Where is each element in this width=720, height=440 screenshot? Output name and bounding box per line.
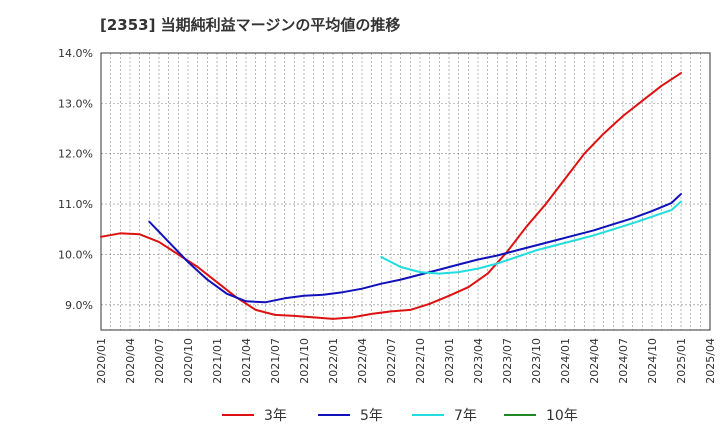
y-tick-label: 12.0% <box>58 148 93 161</box>
x-tick-label: 2023/01 <box>443 338 456 384</box>
x-tick-label: 2022/01 <box>327 338 340 384</box>
x-tick-label: 2021/01 <box>211 338 224 384</box>
x-tick-label: 2024/01 <box>559 338 572 384</box>
y-tick-label: 10.0% <box>58 248 93 261</box>
x-tick-label: 2021/07 <box>269 338 282 384</box>
legend-label: 7年 <box>454 408 477 424</box>
x-tick-label: 2025/01 <box>675 338 688 384</box>
legend-item: 10年 <box>504 403 578 427</box>
x-tick-label: 2025/04 <box>704 338 717 384</box>
x-tick-label: 2023/04 <box>472 338 485 384</box>
x-tick-label: 2021/10 <box>298 338 311 384</box>
x-tick-label: 2024/10 <box>646 338 659 384</box>
y-tick-label: 13.0% <box>58 97 93 110</box>
y-tick-label: 11.0% <box>58 198 93 211</box>
axes <box>100 52 711 331</box>
plot-area-frame <box>100 52 711 331</box>
x-tick-label: 2024/07 <box>617 338 630 384</box>
legend-swatch <box>222 414 254 416</box>
x-tick-label: 2020/01 <box>95 338 108 384</box>
x-tick-label: 2020/04 <box>124 338 137 384</box>
x-tick-label: 2022/04 <box>356 338 369 384</box>
x-tick-label: 2024/04 <box>588 338 601 384</box>
legend-swatch <box>412 414 444 416</box>
legend-swatch <box>318 414 350 416</box>
legend-label: 10年 <box>546 408 578 424</box>
legend: 3年 5年 7年 10年 <box>0 403 720 427</box>
tick-labels: 9.0% 10.0% 11.0% 12.0% 13.0% 14.0% 2020/01 2020… <box>58 47 717 384</box>
series-line-7年 <box>380 200 682 275</box>
x-tick-label: 2020/10 <box>182 338 195 384</box>
y-tick-label: 14.0% <box>58 47 93 60</box>
x-tick-label: 2023/10 <box>530 338 543 384</box>
series-line-5年 <box>148 193 682 304</box>
chart-title: [2353] 当期純利益マージンの平均値の推移 <box>100 16 401 34</box>
series-lines <box>100 72 682 320</box>
x-tick-label: 2023/07 <box>501 338 514 384</box>
legend-label: 3年 <box>264 408 287 424</box>
legend-item: 7年 <box>412 403 477 427</box>
legend-label: 5年 <box>360 408 383 424</box>
y-tick-label: 9.0% <box>65 299 93 312</box>
x-tick-label: 2022/10 <box>414 338 427 384</box>
grid-lines <box>101 52 710 330</box>
x-tick-label: 2022/07 <box>385 338 398 384</box>
series-line-3年 <box>100 72 682 320</box>
x-tick-label: 2020/07 <box>153 338 166 384</box>
legend-item: 3年 <box>222 403 287 427</box>
legend-swatch <box>504 414 536 416</box>
legend-item: 5年 <box>318 403 383 427</box>
x-tick-label: 2021/04 <box>240 338 253 384</box>
